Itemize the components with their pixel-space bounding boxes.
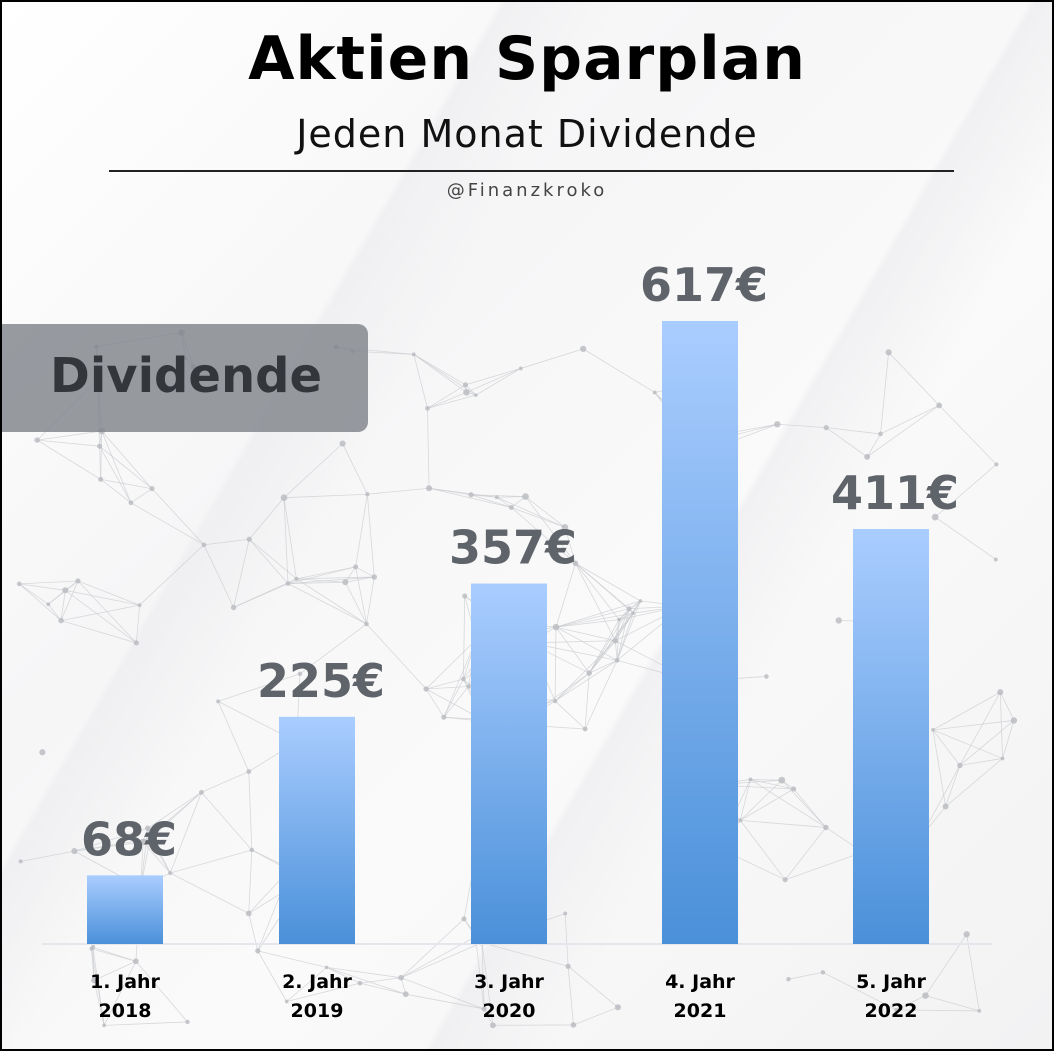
author-handle: @Finanzkroko	[446, 180, 608, 201]
bar-2022	[853, 529, 929, 944]
bar-2020	[471, 583, 547, 944]
title-divider	[109, 170, 954, 172]
value-label-2021: 617€	[640, 258, 768, 312]
category-label-2019: 2. Jahr	[282, 971, 352, 993]
bar-2019	[279, 716, 355, 944]
year-label-2022: 2022	[865, 1000, 918, 1022]
series-badge: Dividende	[2, 324, 368, 432]
value-label-2022: 411€	[831, 466, 959, 520]
value-label-2020: 357€	[449, 521, 577, 575]
category-label-2020: 3. Jahr	[474, 971, 544, 993]
bar-2018	[87, 875, 163, 944]
series-badge-label: Dividende	[50, 348, 323, 404]
category-label-2022: 5. Jahr	[856, 971, 926, 993]
year-label-2020: 2020	[483, 1000, 536, 1022]
category-label-2021: 4. Jahr	[665, 971, 735, 993]
chart-subtitle: Jeden Monat Dividende	[296, 112, 758, 156]
category-label-2018: 1. Jahr	[90, 971, 160, 993]
year-label-2018: 2018	[99, 1000, 152, 1022]
value-label-2018: 68€	[81, 812, 177, 866]
chart-title: Aktien Sparplan	[248, 24, 806, 94]
year-label-2021: 2021	[674, 1000, 727, 1022]
value-label-2019: 225€	[257, 654, 385, 708]
bar-2021	[662, 321, 738, 944]
year-label-2019: 2019	[291, 1000, 344, 1022]
